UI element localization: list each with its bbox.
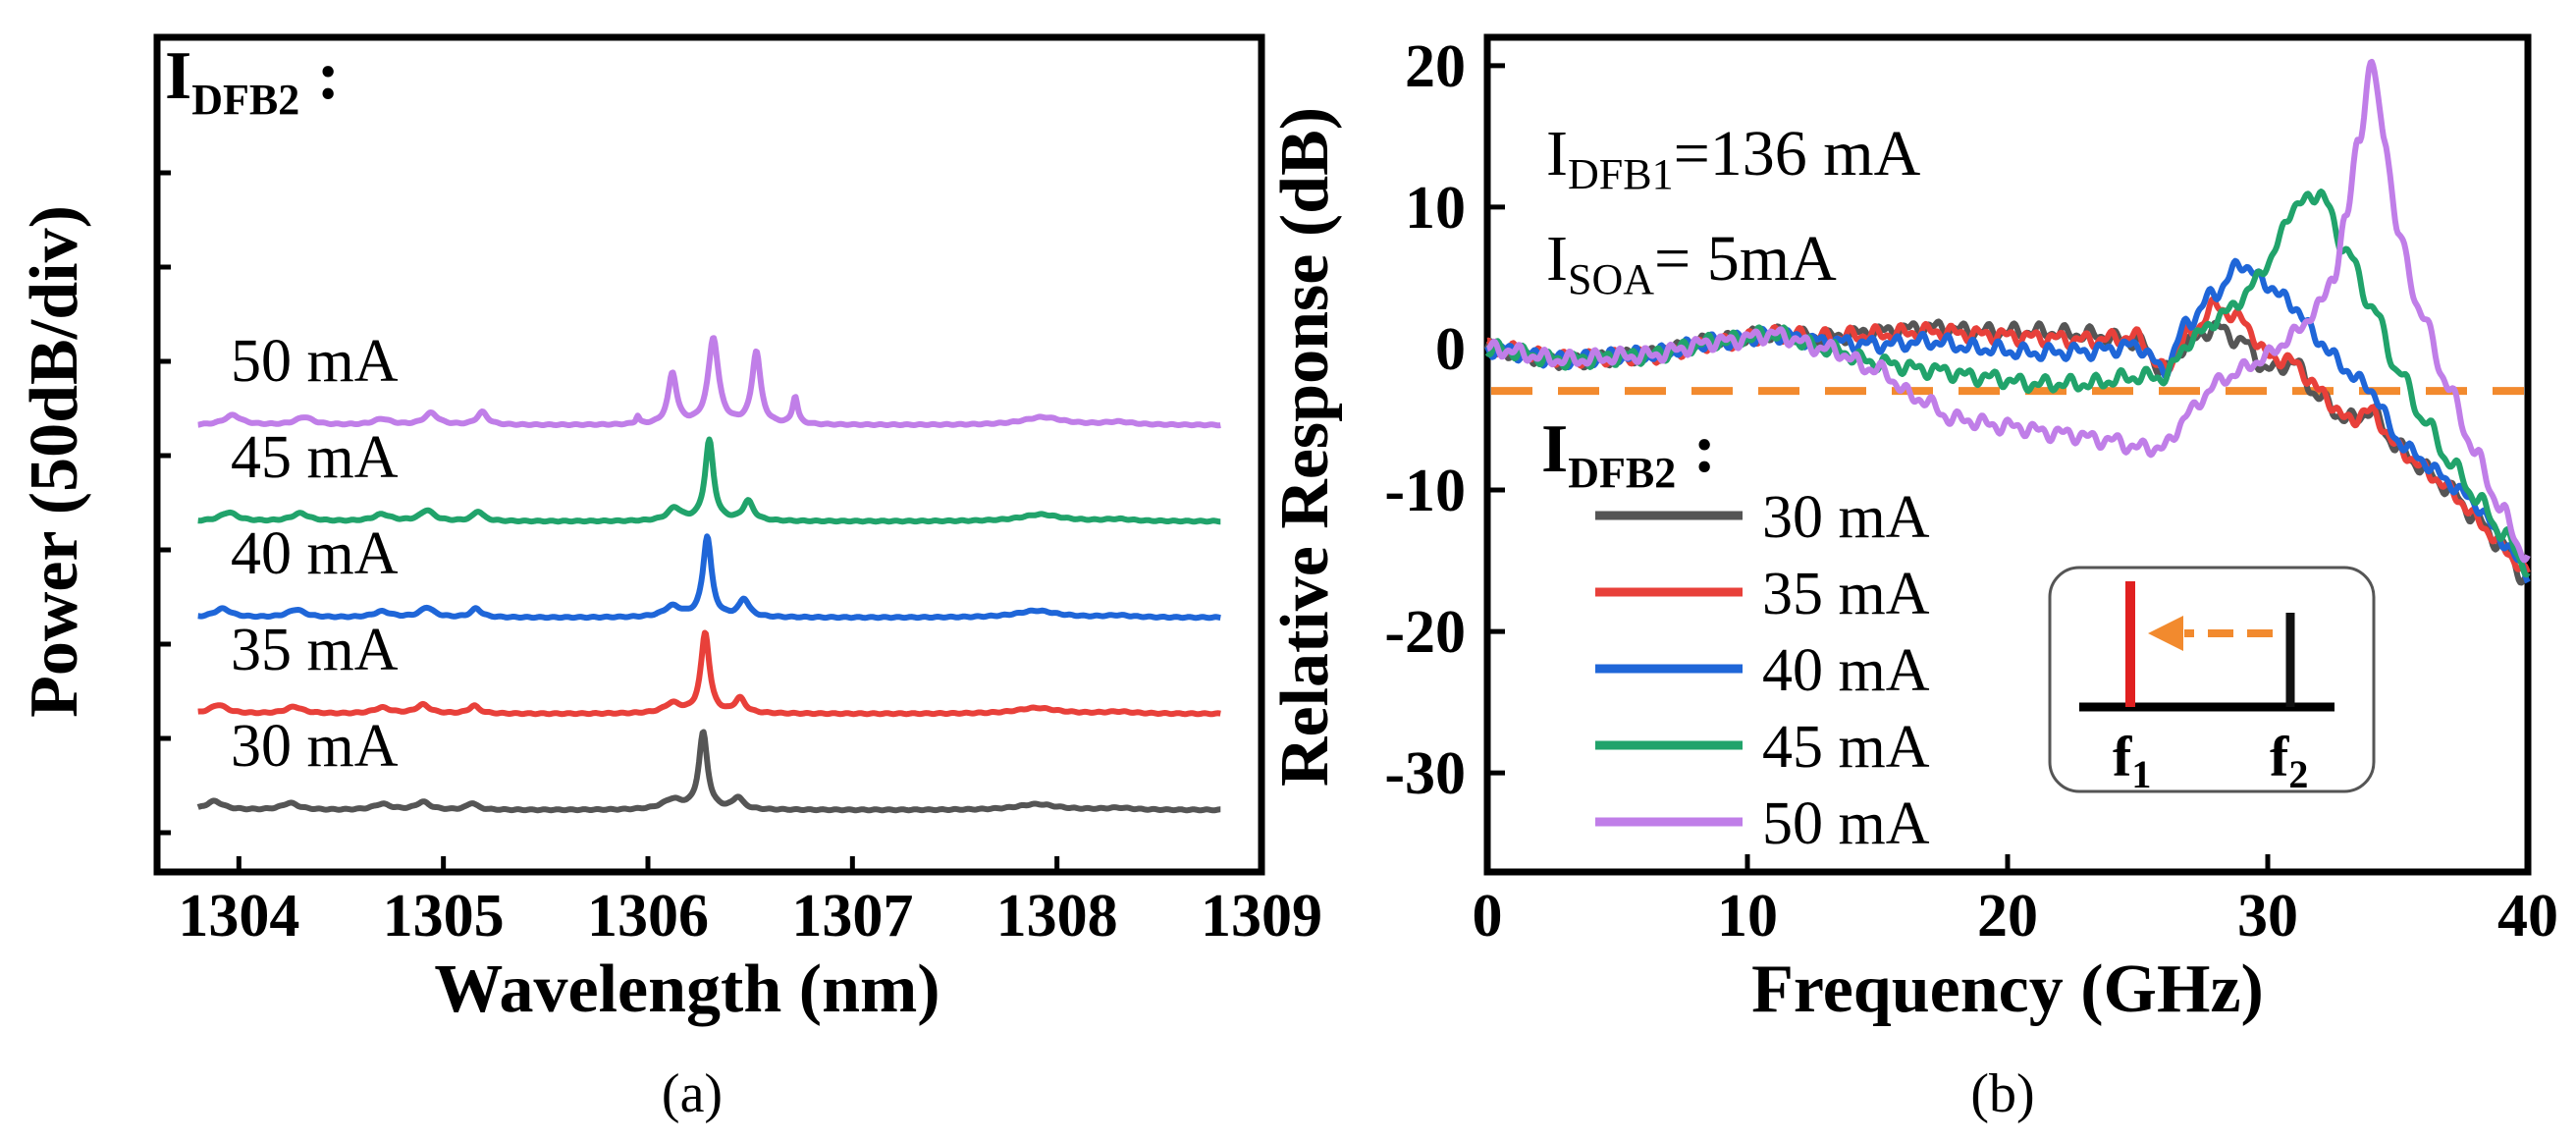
inset-f1-label: f1 bbox=[2113, 725, 2151, 796]
panel-b-series-line bbox=[1484, 257, 2531, 584]
panel-b-legend-title-suffix: : bbox=[1676, 411, 1716, 487]
panel-b-legend-label: 40 mA bbox=[1762, 637, 1930, 704]
panel-b-x-tick-label: 30 bbox=[2237, 883, 2298, 950]
panel-a-x-tick-label: 1307 bbox=[791, 883, 913, 950]
panel-b-x-tick-label: 40 bbox=[2497, 883, 2558, 950]
inset-f2-sub: 2 bbox=[2288, 752, 2308, 796]
panel-b-legend-title: IDFB2 : bbox=[1541, 411, 1716, 497]
panel-b-y-ticks: 20 10 0 -10 -20 -30 bbox=[1384, 33, 1505, 807]
panel-b-annotation-isoa-main: I bbox=[1546, 223, 1568, 295]
panel-a-y-ticks bbox=[157, 170, 171, 836]
panel-b-label: (b) bbox=[1970, 1063, 2034, 1124]
panel-b-series-line bbox=[1484, 189, 2531, 578]
panel-a-spectra: 1304 1305 1306 1307 1308 1309 30 mA 35 mA 40 mA… bbox=[17, 33, 1322, 1124]
panel-a-series-label: 40 mA bbox=[231, 520, 399, 587]
inset-arrow-head-icon bbox=[2148, 616, 2183, 651]
panel-a-series-line bbox=[195, 335, 1223, 429]
panel-b-annotation-idfb1: IDFB1=136 mA bbox=[1546, 118, 1921, 198]
panel-b-x-ticks: 0 10 20 30 40 bbox=[1473, 854, 2558, 950]
panel-a-x-ticks: 1304 1305 1306 1307 1308 1309 bbox=[178, 856, 1322, 950]
panel-b-annotation-isoa-suffix: = 5mA bbox=[1654, 223, 1837, 295]
panel-a-series-labels: 30 mA 35 mA 40 mA 45 mA 50 mA bbox=[231, 328, 399, 780]
panel-a-series-line bbox=[195, 533, 1223, 622]
panel-a-x-tick-label: 1308 bbox=[996, 883, 1118, 950]
inset-f2-main: f bbox=[2270, 725, 2289, 788]
panel-b-x-axis-label: Frequency (GHz) bbox=[1751, 951, 2264, 1027]
panel-b-series bbox=[1484, 58, 2531, 586]
panel-b-annotation-idfb1-sub: DFB1 bbox=[1568, 150, 1674, 198]
panel-a-label: (a) bbox=[662, 1063, 723, 1124]
panel-b-annotation-idfb1-suffix: =136 mA bbox=[1674, 118, 1921, 190]
panel-b-y-tick-label: 0 bbox=[1435, 316, 1466, 383]
panel-a-x-axis-label: Wavelength (nm) bbox=[434, 951, 939, 1027]
panel-b-legend-title-main: I bbox=[1541, 411, 1568, 487]
panel-a-series-label: 50 mA bbox=[231, 328, 399, 395]
panel-a-annotation-main: I bbox=[165, 38, 191, 114]
panel-a-series bbox=[195, 335, 1223, 814]
panel-b-x-tick-label: 10 bbox=[1717, 883, 1778, 950]
panel-a-x-tick-label: 1305 bbox=[383, 883, 505, 950]
panel-b-annotation-isoa-sub: SOA bbox=[1568, 255, 1654, 303]
panel-a-annotation-suffix: : bbox=[299, 38, 340, 114]
panel-b-annotation-idfb1-main: I bbox=[1546, 118, 1568, 190]
panel-b-y-tick-label: 20 bbox=[1405, 33, 1466, 100]
panel-a-x-tick-label: 1309 bbox=[1201, 883, 1322, 950]
panel-a-annotation-sub: DFB2 bbox=[191, 76, 299, 124]
panel-a-series-label: 30 mA bbox=[231, 713, 399, 780]
panel-b-y-tick-label: -10 bbox=[1384, 458, 1466, 524]
panel-b-legend-title-sub: DFB2 bbox=[1568, 449, 1676, 497]
panel-a-series-line bbox=[195, 729, 1223, 814]
panel-b-x-tick-label: 20 bbox=[1977, 883, 2038, 950]
panel-b-annotation-isoa: ISOA= 5mA bbox=[1546, 223, 1837, 303]
panel-b-inset: f1 f2 bbox=[2048, 566, 2376, 796]
panel-b-series-line bbox=[1485, 58, 2531, 564]
inset-f1-sub: 1 bbox=[2131, 752, 2151, 796]
panel-b-y-tick-label: -20 bbox=[1384, 599, 1466, 666]
panel-b-legend-label: 45 mA bbox=[1762, 714, 1930, 781]
inset-frame bbox=[2048, 566, 2376, 793]
panel-b-x-tick-label: 0 bbox=[1473, 883, 1503, 950]
panel-a-x-tick-label: 1304 bbox=[178, 883, 299, 950]
panel-a-series-line bbox=[195, 436, 1223, 525]
panel-b-legend: 30 mA 35 mA 40 mA 45 mA 50 mA bbox=[1595, 484, 1930, 857]
panel-a-annotation: IDFB2 : bbox=[165, 38, 340, 124]
panel-a-x-tick-label: 1306 bbox=[587, 883, 709, 950]
panel-b-legend-label: 50 mA bbox=[1762, 790, 1930, 857]
panel-b-y-tick-label: 10 bbox=[1405, 175, 1466, 242]
panel-a-series-line bbox=[195, 629, 1223, 718]
panel-b-legend-label: 35 mA bbox=[1762, 561, 1930, 627]
panel-a-y-axis-label: Power (50dB/div) bbox=[17, 205, 92, 718]
panel-b-y-axis-label: Relative Response (dB) bbox=[1267, 107, 1343, 787]
inset-f2-label: f2 bbox=[2270, 725, 2308, 796]
inset-f1-main: f bbox=[2113, 725, 2132, 788]
panel-a-series-label: 35 mA bbox=[231, 617, 399, 683]
panel-b-series-line bbox=[1485, 296, 2531, 574]
panel-b-y-tick-label: -30 bbox=[1384, 740, 1466, 807]
panel-a-series-label: 45 mA bbox=[231, 424, 399, 491]
panel-b-legend-label: 30 mA bbox=[1762, 484, 1930, 551]
